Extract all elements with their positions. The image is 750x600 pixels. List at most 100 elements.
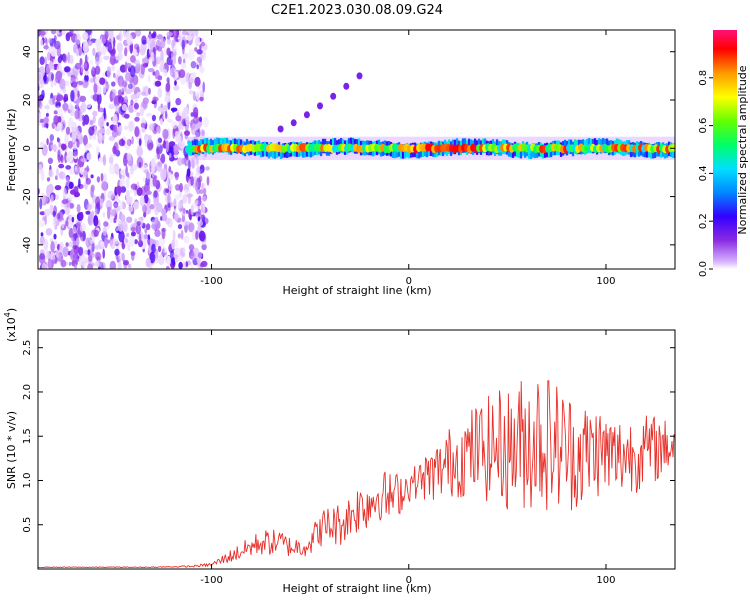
noise-blob-1304 <box>115 185 123 195</box>
noise-blob-1161 <box>91 65 95 72</box>
noise-blob-1309 <box>88 126 95 136</box>
noise-blob-1224 <box>39 198 43 210</box>
noise-blob-1347 <box>79 211 84 221</box>
noise-blob-288 <box>201 195 207 202</box>
noise-blob-72 <box>183 235 190 244</box>
noise-blob-1256 <box>47 258 53 269</box>
noise-blob-769 <box>151 114 156 122</box>
noise-blob-1032 <box>108 156 114 164</box>
noise-blob-213 <box>182 52 189 60</box>
noise-blob-1168 <box>173 143 179 156</box>
noise-blob-1251 <box>103 55 110 61</box>
noise-blob-1189 <box>156 202 163 213</box>
noise-blob-872 <box>62 187 67 200</box>
noise-blob-1019 <box>148 142 154 150</box>
noise-blob-1039 <box>133 201 140 211</box>
noise-blob-1183 <box>175 97 182 106</box>
colorbar-tick-label-2: 0.4 <box>698 165 709 181</box>
noise-blob-1080 <box>168 141 176 147</box>
noise-blob-494 <box>186 193 193 198</box>
noise-blob-1352 <box>181 39 185 50</box>
noise-blob-1116 <box>157 75 163 81</box>
noise-blob-909 <box>94 65 101 75</box>
noise-blob-1366 <box>118 96 124 104</box>
noise-blob-1057 <box>67 140 73 149</box>
noise-blob-80 <box>141 126 146 133</box>
noise-blob-1015 <box>115 104 119 114</box>
noise-blob-1175 <box>55 194 59 200</box>
noise-blob-1274 <box>153 190 158 199</box>
noise-blob-1310 <box>181 139 186 145</box>
spectrogram-ytick-label-4: 40 <box>22 45 33 58</box>
snr-ytick-label-4: 2.5 <box>22 340 33 356</box>
noise-blob-530 <box>53 115 60 125</box>
noise-blob-929 <box>186 34 193 41</box>
noise-blob-1261 <box>62 102 69 111</box>
noise-blob-926 <box>142 204 147 213</box>
noise-blob-1286 <box>76 49 79 57</box>
noise-blob-793 <box>49 204 54 215</box>
harmonic-dot-5 <box>343 82 350 90</box>
noise-blob-1170 <box>53 258 58 265</box>
noise-blob-1163 <box>118 124 123 132</box>
noise-blob-1265 <box>138 161 142 168</box>
noise-blob-790 <box>194 30 199 37</box>
noise-blob-473 <box>144 182 150 194</box>
noise-blob-850 <box>38 164 43 174</box>
noise-blob-1157 <box>56 92 61 104</box>
noise-blob-435 <box>188 222 195 233</box>
noise-blob-1166 <box>78 247 84 256</box>
noise-blob-1206 <box>71 132 76 143</box>
noise-blob-803 <box>127 263 132 269</box>
noise-blob-827 <box>130 231 136 237</box>
noise-blob-973 <box>148 134 152 142</box>
noise-blob-1257 <box>141 35 147 45</box>
harmonic-dot-6 <box>356 72 363 80</box>
noise-blob-446 <box>136 112 141 117</box>
noise-blob-389 <box>44 56 48 66</box>
noise-blob-1372 <box>74 191 80 198</box>
noise-blob-1303 <box>139 195 145 207</box>
noise-blob-1272 <box>95 56 100 66</box>
noise-blob-957 <box>40 141 45 149</box>
noise-blob-1374 <box>56 122 63 131</box>
noise-blob-928 <box>171 65 175 72</box>
noise-blob-919 <box>41 263 48 269</box>
noise-blob-910 <box>190 204 194 216</box>
noise-blob-674 <box>130 183 138 190</box>
noise-blob-436 <box>154 80 162 87</box>
noise-blob-1131 <box>186 168 191 178</box>
snr-xlabel: Height of straight line (km) <box>282 582 431 595</box>
noise-blob-898 <box>62 53 68 64</box>
colorbar-gradient <box>713 30 737 269</box>
noise-blob-1312 <box>188 48 195 61</box>
colorbar-ticks: 0.0 0.2 0.4 0.6 0.8 <box>698 70 713 277</box>
noise-blob-576 <box>51 73 54 81</box>
noise-blob-1209 <box>111 81 116 87</box>
noise-blob-144 <box>177 224 183 230</box>
noise-blob-922 <box>52 95 55 105</box>
noise-blob-1350 <box>145 223 151 231</box>
noise-blob-998 <box>199 96 204 102</box>
noise-blob-1123 <box>110 209 117 216</box>
noise-blob-1104 <box>53 40 61 50</box>
colorbar: 0.0 0.2 0.4 0.6 0.8 Normalized spectral ampl… <box>698 30 749 277</box>
noise-blob-539 <box>122 179 126 185</box>
noise-blob-1316 <box>39 56 45 65</box>
noise-blob-1302 <box>67 51 70 64</box>
snr-series-line <box>38 380 675 569</box>
noise-blob-1133 <box>202 205 206 215</box>
noise-blob-739 <box>97 51 102 57</box>
noise-blob-1110 <box>95 39 100 47</box>
noise-blob-997 <box>93 125 97 136</box>
harmonic-dot-4 <box>330 92 337 100</box>
noise-blob-309 <box>108 103 115 110</box>
noise-blob-1073 <box>168 173 174 180</box>
noise-blob-1049 <box>192 91 196 101</box>
spectrogram-ylabel: Frequency (Hz) <box>5 109 18 192</box>
noise-blob-1241 <box>58 163 65 169</box>
noise-blob-605 <box>153 195 159 207</box>
noise-blob-1319 <box>50 240 55 253</box>
noise-blob-49 <box>167 118 173 124</box>
noise-blob-1044 <box>39 252 45 260</box>
